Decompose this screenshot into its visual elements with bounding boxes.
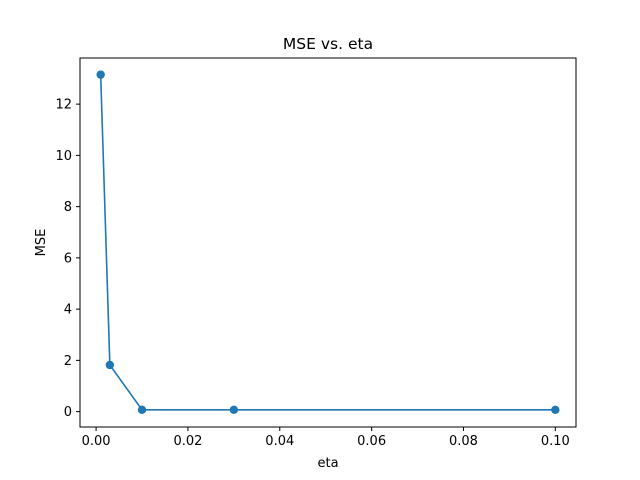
data-point	[137, 405, 147, 415]
plot-layer	[96, 70, 560, 415]
y-axis-label: MSE	[34, 229, 49, 257]
data-point	[551, 405, 560, 415]
y-tick-label: 2	[64, 354, 72, 369]
data-point	[105, 360, 115, 370]
x-tick-label: 0.04	[265, 434, 294, 449]
plot-frame	[79, 57, 577, 428]
y-tick-label: 8	[64, 200, 72, 215]
x-tick-label: 0.08	[449, 434, 478, 449]
y-tick-label: 10	[55, 149, 72, 164]
y-axis-ticks: 0 2 4 6 8 10 12	[55, 98, 80, 420]
y-tick-label: 0	[64, 405, 72, 420]
y-tick-label: 4	[64, 303, 72, 318]
x-axis-label: eta	[317, 456, 338, 471]
axes-layer	[79, 57, 577, 428]
data-point	[96, 70, 105, 79]
x-tick-label: 0.02	[173, 434, 202, 449]
y-tick-label: 6	[64, 251, 72, 266]
x-tick-label: 0.00	[82, 434, 111, 449]
x-tick-label: 0.06	[357, 434, 386, 449]
data-point	[229, 405, 239, 415]
chart-title: MSE vs. eta	[283, 35, 373, 53]
y-tick-label: 12	[55, 98, 72, 113]
x-tick-label: 0.10	[541, 434, 570, 449]
x-axis-ticks: 0.00 0.02 0.04 0.06 0.08 0.10	[82, 427, 570, 449]
